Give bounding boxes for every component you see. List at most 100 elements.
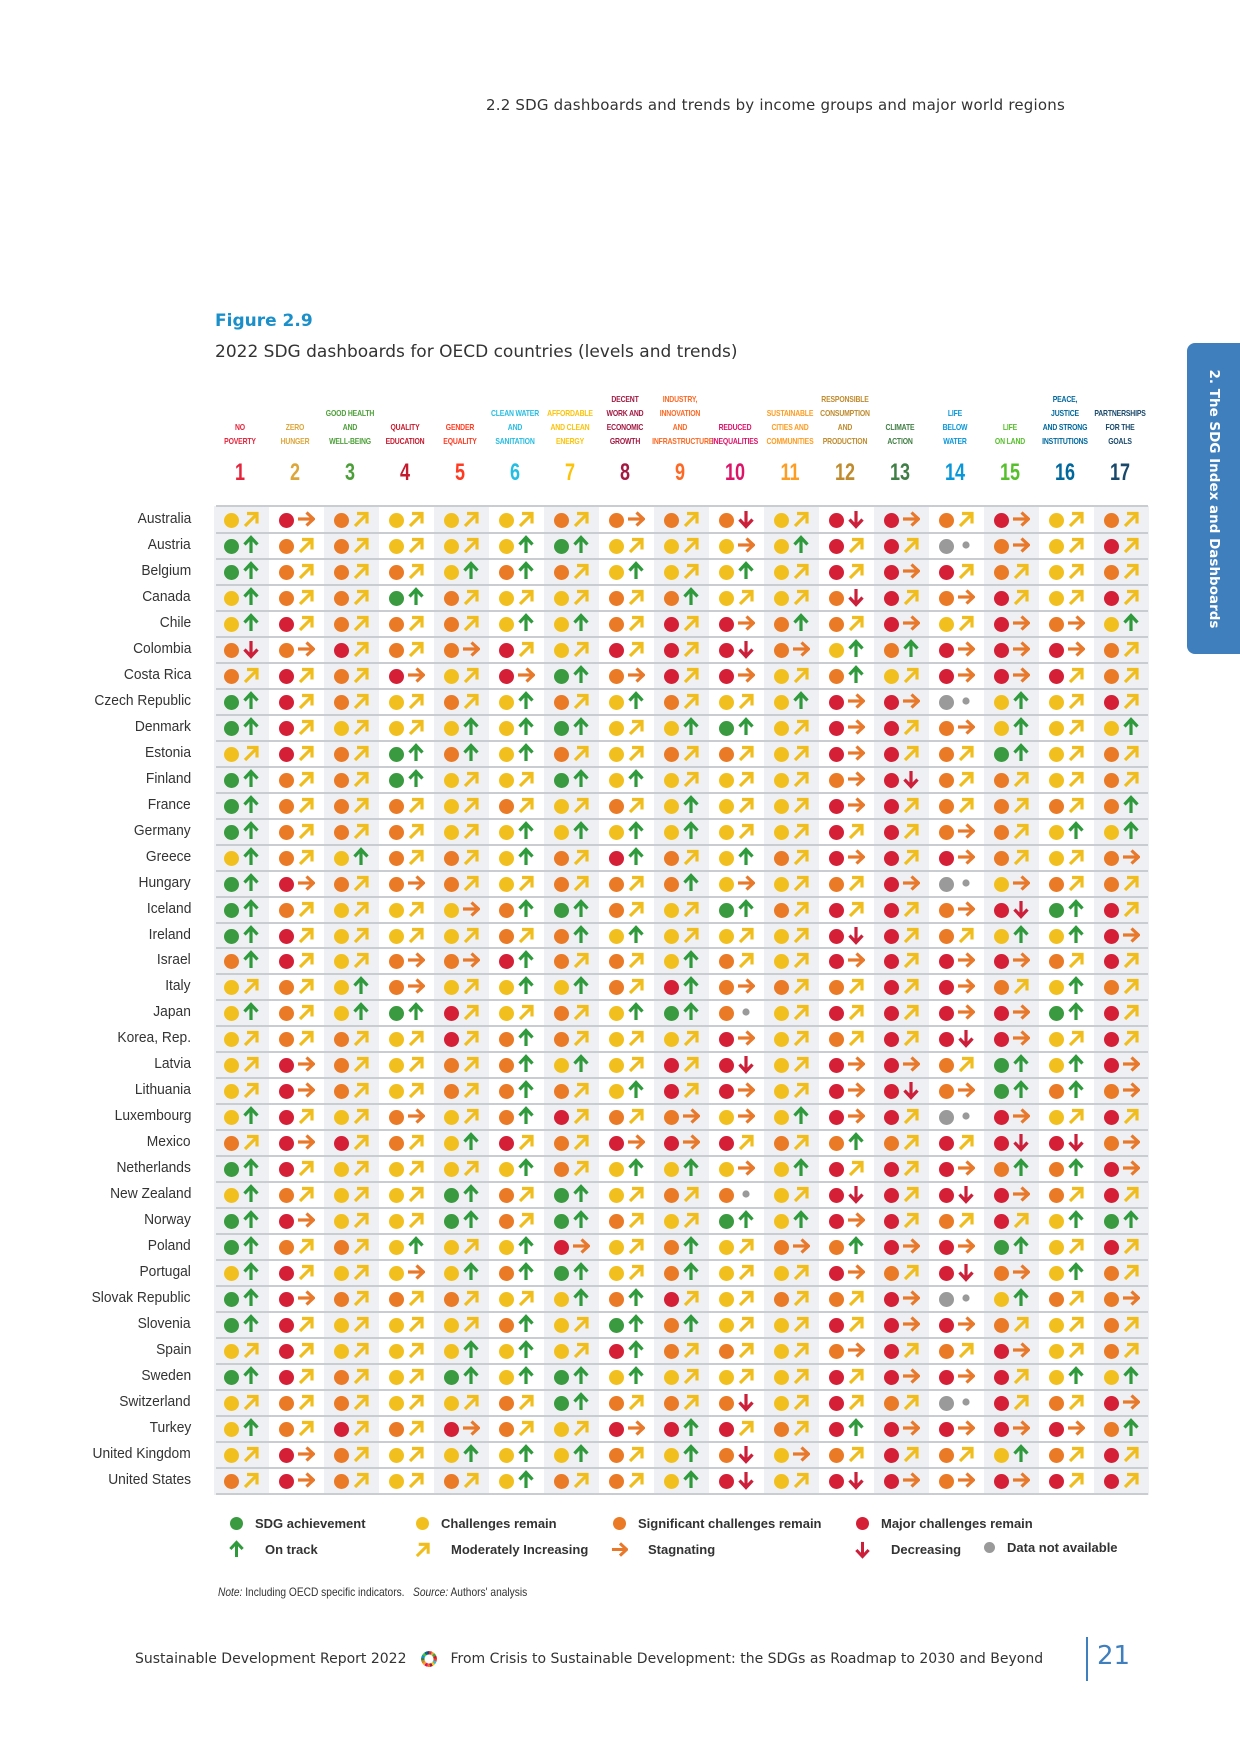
trend-stagnating-icon: [957, 1470, 976, 1490]
status-dot-challenges-remain: [444, 902, 459, 918]
dashboard-cell: [819, 1364, 874, 1390]
status-dot-data-not-available: [939, 1110, 954, 1126]
dashboard-cell: [324, 559, 379, 585]
status-dot-challenges-remain: [994, 1447, 1009, 1463]
dashboard-cell: [654, 611, 709, 637]
status-dot-major-challenges: [1104, 694, 1119, 710]
country-label: Costa Rica: [123, 665, 191, 683]
dashboard-cell: [819, 974, 874, 1000]
trend-moderately-increasing-icon: [1067, 717, 1085, 737]
trend-stagnating-icon: [902, 561, 921, 581]
status-dot-sdg-achievement: [224, 1318, 239, 1334]
trend-on-track-icon: [627, 1288, 645, 1308]
trend-decreasing-icon: [957, 1028, 975, 1049]
status-dot-challenges-remain: [609, 564, 624, 580]
trend-on-track-icon: [572, 1444, 590, 1464]
dashboard-cell: [929, 637, 984, 663]
dashboard-cell: [599, 1286, 654, 1312]
dashboard-cell: [819, 1468, 874, 1494]
status-dot-challenges-remain: [389, 1084, 404, 1100]
trend-on-track-icon: [1012, 716, 1030, 737]
trend-moderately-increasing-icon: [352, 1158, 370, 1178]
dashboard-cell: [544, 1286, 599, 1312]
status-dot-challenges-remain: [224, 1110, 239, 1126]
status-dot-significant-challenges: [829, 590, 844, 606]
status-dot-major-challenges: [994, 1395, 1009, 1411]
trend-on-track-icon: [792, 1158, 810, 1178]
dashboard-cell: [1094, 1234, 1149, 1260]
dashboard-cell: [324, 1416, 379, 1442]
trend-moderately-increasing-icon: [1122, 873, 1140, 893]
dashboard-cell: [324, 637, 379, 663]
trend-on-track-icon: [407, 768, 425, 789]
dashboard-cell: [929, 1104, 984, 1130]
dashboard-cell: [1039, 1156, 1094, 1182]
dashboard-cell: [599, 585, 654, 611]
dashboard-cell: [269, 948, 324, 974]
dashboard-cell: [654, 845, 709, 871]
dashboard-cell: [1039, 819, 1094, 845]
status-dot-significant-challenges: [334, 772, 349, 788]
dashboard-cell: [324, 1390, 379, 1416]
trend-moderately-increasing-icon: [572, 587, 590, 607]
dashboard-cell: [489, 533, 544, 559]
goal-number: 9: [674, 459, 686, 486]
goal-number: 15: [999, 459, 1021, 486]
dashboard-cell: [269, 1390, 324, 1416]
trend-moderately-increasing-icon: [462, 665, 480, 685]
dashboard-cell: [489, 1208, 544, 1234]
dashboard-cell: [214, 611, 269, 637]
dashboard-cell: [599, 897, 654, 923]
dashboard-cell: [1094, 1000, 1149, 1026]
trend-moderately-increasing-icon: [407, 639, 425, 659]
status-dot-significant-challenges: [1104, 1421, 1119, 1437]
dashboard-cell: [434, 923, 489, 949]
trend-moderately-increasing-icon: [792, 1028, 810, 1048]
status-dot-challenges-remain: [499, 1006, 514, 1022]
trend-moderately-increasing-icon: [517, 1184, 535, 1204]
status-dot-major-challenges: [1104, 1032, 1119, 1048]
trend-moderately-increasing-icon: [242, 509, 260, 529]
trend-moderately-increasing-icon: [352, 899, 370, 919]
dashboard-cell: [819, 767, 874, 793]
trend-on-track-icon: [847, 1132, 865, 1152]
trend-moderately-increasing-icon: [902, 743, 920, 763]
status-dot-major-challenges: [884, 850, 899, 866]
trend-on-track-icon: [682, 1236, 700, 1256]
trend-on-track-icon: [242, 587, 260, 607]
dashboard-cell: [544, 1260, 599, 1286]
status-dot-significant-challenges: [664, 1266, 679, 1282]
trend-moderately-increasing-icon: [682, 1392, 700, 1412]
legend-dot-icon: [856, 1517, 869, 1530]
trend-on-track-icon: [682, 1418, 700, 1438]
dashboard-cell: [984, 1052, 1039, 1078]
status-dot-major-challenges: [994, 902, 1009, 918]
status-dot-major-challenges: [829, 513, 844, 528]
trend-on-track-icon: [1122, 613, 1140, 633]
dashboard-cell: [544, 1416, 599, 1442]
dashboard-cell: [874, 689, 929, 715]
dashboard-cell: [544, 1442, 599, 1468]
dashboard-cell: [764, 1312, 819, 1338]
dashboard-cell: [819, 1416, 874, 1442]
trend-moderately-increasing-icon: [627, 1262, 645, 1282]
status-dot-data-not-available: [939, 694, 954, 710]
dashboard-cell: [324, 1156, 379, 1182]
status-dot-sdg-achievement: [554, 668, 569, 684]
trend-decreasing-icon: [1012, 899, 1030, 919]
goal-name: LIFE BELOW WATER: [942, 408, 968, 446]
status-dot-challenges-remain: [389, 720, 404, 736]
country-label: Czech Republic: [94, 691, 191, 709]
status-dot-major-challenges: [279, 876, 294, 892]
status-dot-major-challenges: [884, 1162, 899, 1178]
trend-moderately-increasing-icon: [352, 535, 370, 555]
status-dot-major-challenges: [279, 1292, 294, 1308]
status-dot-significant-challenges: [389, 1110, 404, 1126]
dashboard-cell: [764, 507, 819, 533]
trend-moderately-increasing-icon: [297, 1028, 315, 1048]
dashboard-cell: [984, 533, 1039, 559]
chapter-side-tab[interactable]: 2. The SDG Index and Dashboards: [1187, 343, 1240, 654]
dashboard-cell: [489, 1130, 544, 1156]
trend-on-track-icon: [627, 846, 645, 867]
trend-moderately-increasing-icon: [407, 847, 425, 867]
